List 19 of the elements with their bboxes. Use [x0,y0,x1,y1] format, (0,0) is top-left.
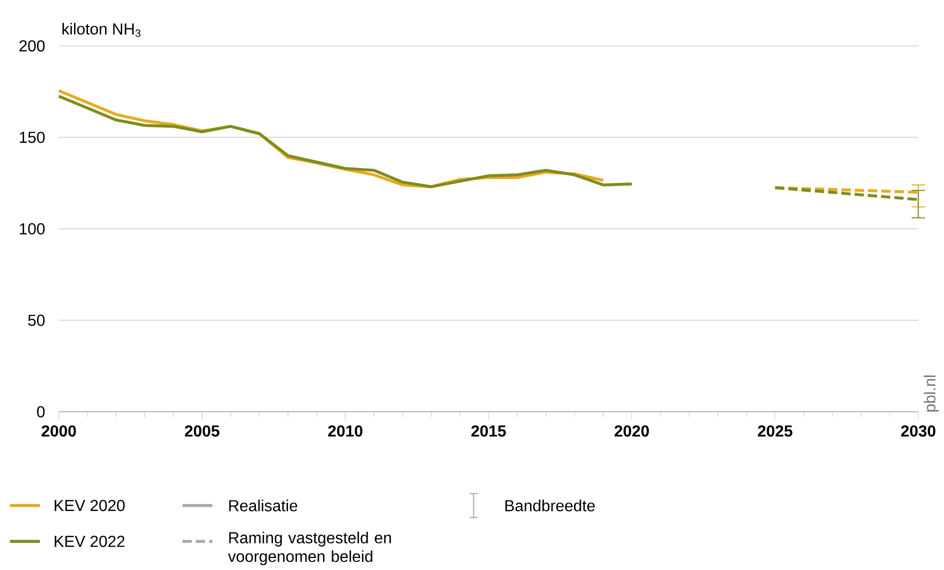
x-tick-label: 2005 [184,425,220,436]
y-axis-title: kiloton NH$_{3}$ [62,22,140,37]
x-tick-label: 2015 [471,425,506,436]
text: Bandbreedte [505,500,595,512]
x-tick-label: 2020 [614,425,649,436]
y-tick-label: 100 [20,223,45,234]
y-tick-label: 200 [19,40,45,52]
x-tick-label: 2030 [901,425,936,437]
y-tick-label: 150 [20,132,45,143]
text: Raming vastgesteld en voorgenomen beleid [228,532,391,566]
legend-label: KEV 2022 [54,536,124,547]
x-tick-label: 2025 [758,425,792,436]
x-tick-label: 2000 [42,425,76,436]
y-tick-label: 0 [37,406,45,418]
y-tick-label: 50 [28,314,45,326]
text: pbl.nl [924,375,939,412]
x-tick-label: 2010 [328,425,362,436]
legend-label: KEV 2020 [54,500,125,511]
text: Realisatie [229,500,298,512]
